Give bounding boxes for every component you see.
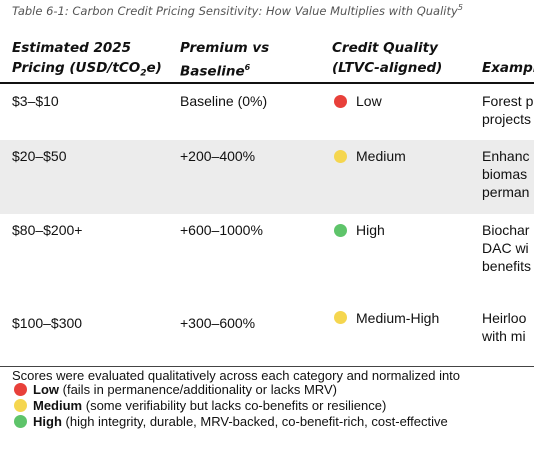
quality-cell: Low xyxy=(356,93,382,109)
header-premium: Premium vs Baseline6 xyxy=(180,40,270,80)
table-caption: Table 6-1: Carbon Credit Pricing Sensiti… xyxy=(12,3,463,18)
legend-item-low: Low (fails in permanence/additionality o… xyxy=(14,382,337,397)
legend-medium-dot-icon xyxy=(14,399,27,412)
table-row: $3–$10 Baseline (0%) Low Forest p project… xyxy=(0,86,534,140)
table-row: $20–$50 +200–400% Medium Enhanc biomas per… xyxy=(0,140,534,214)
example-cell: Forest p projects xyxy=(482,93,534,127)
quality-medium-dot-icon xyxy=(334,150,347,163)
legend-low-dot-icon xyxy=(14,383,27,396)
table-row: $100–$300 +300–600% Medium-High Heirloo w… xyxy=(0,306,534,364)
example-cell: Enhanc biomas perman xyxy=(482,148,530,200)
header-examples: Exampl xyxy=(482,60,534,76)
table-row: $80–$200+ +600–1000% High Biochar DAC wi b… xyxy=(0,214,534,306)
premium-cell: +300–600% xyxy=(180,315,256,331)
summary-intro: Scores were evaluated qualitatively acro… xyxy=(12,368,461,383)
header-rule xyxy=(0,82,534,84)
header-quality: Credit Quality (LTVC-aligned) xyxy=(332,40,443,76)
legend-item-high: High (high integrity, durable, MRV-backe… xyxy=(14,414,448,429)
example-cell: Heirloo with mi xyxy=(482,310,527,344)
quality-medium-high-dot-icon xyxy=(334,311,347,324)
price-cell: $20–$50 xyxy=(12,148,67,164)
caption-footnote: 5 xyxy=(457,3,463,12)
summary-box xyxy=(0,366,534,463)
legend-item-medium: Medium (some verifiability but lacks co-… xyxy=(14,398,386,413)
quality-cell: Medium xyxy=(356,148,406,164)
example-cell: Biochar DAC wi benefits xyxy=(482,222,532,274)
premium-cell: +600–1000% xyxy=(180,222,263,238)
premium-cell: Baseline (0%) xyxy=(180,93,268,109)
price-cell: $80–$200+ xyxy=(12,222,83,238)
premium-cell: +200–400% xyxy=(180,148,256,164)
quality-cell: High xyxy=(356,222,385,238)
quality-low-dot-icon xyxy=(334,95,347,108)
legend-high-dot-icon xyxy=(14,415,27,428)
price-cell: $100–$300 xyxy=(12,315,83,331)
quality-high-dot-icon xyxy=(334,224,347,237)
price-cell: $3–$10 xyxy=(12,93,59,109)
quality-cell: Medium-High xyxy=(356,310,440,326)
header-pricing: Estimated 2025 Pricing (USD/tCO2e) xyxy=(12,40,162,79)
